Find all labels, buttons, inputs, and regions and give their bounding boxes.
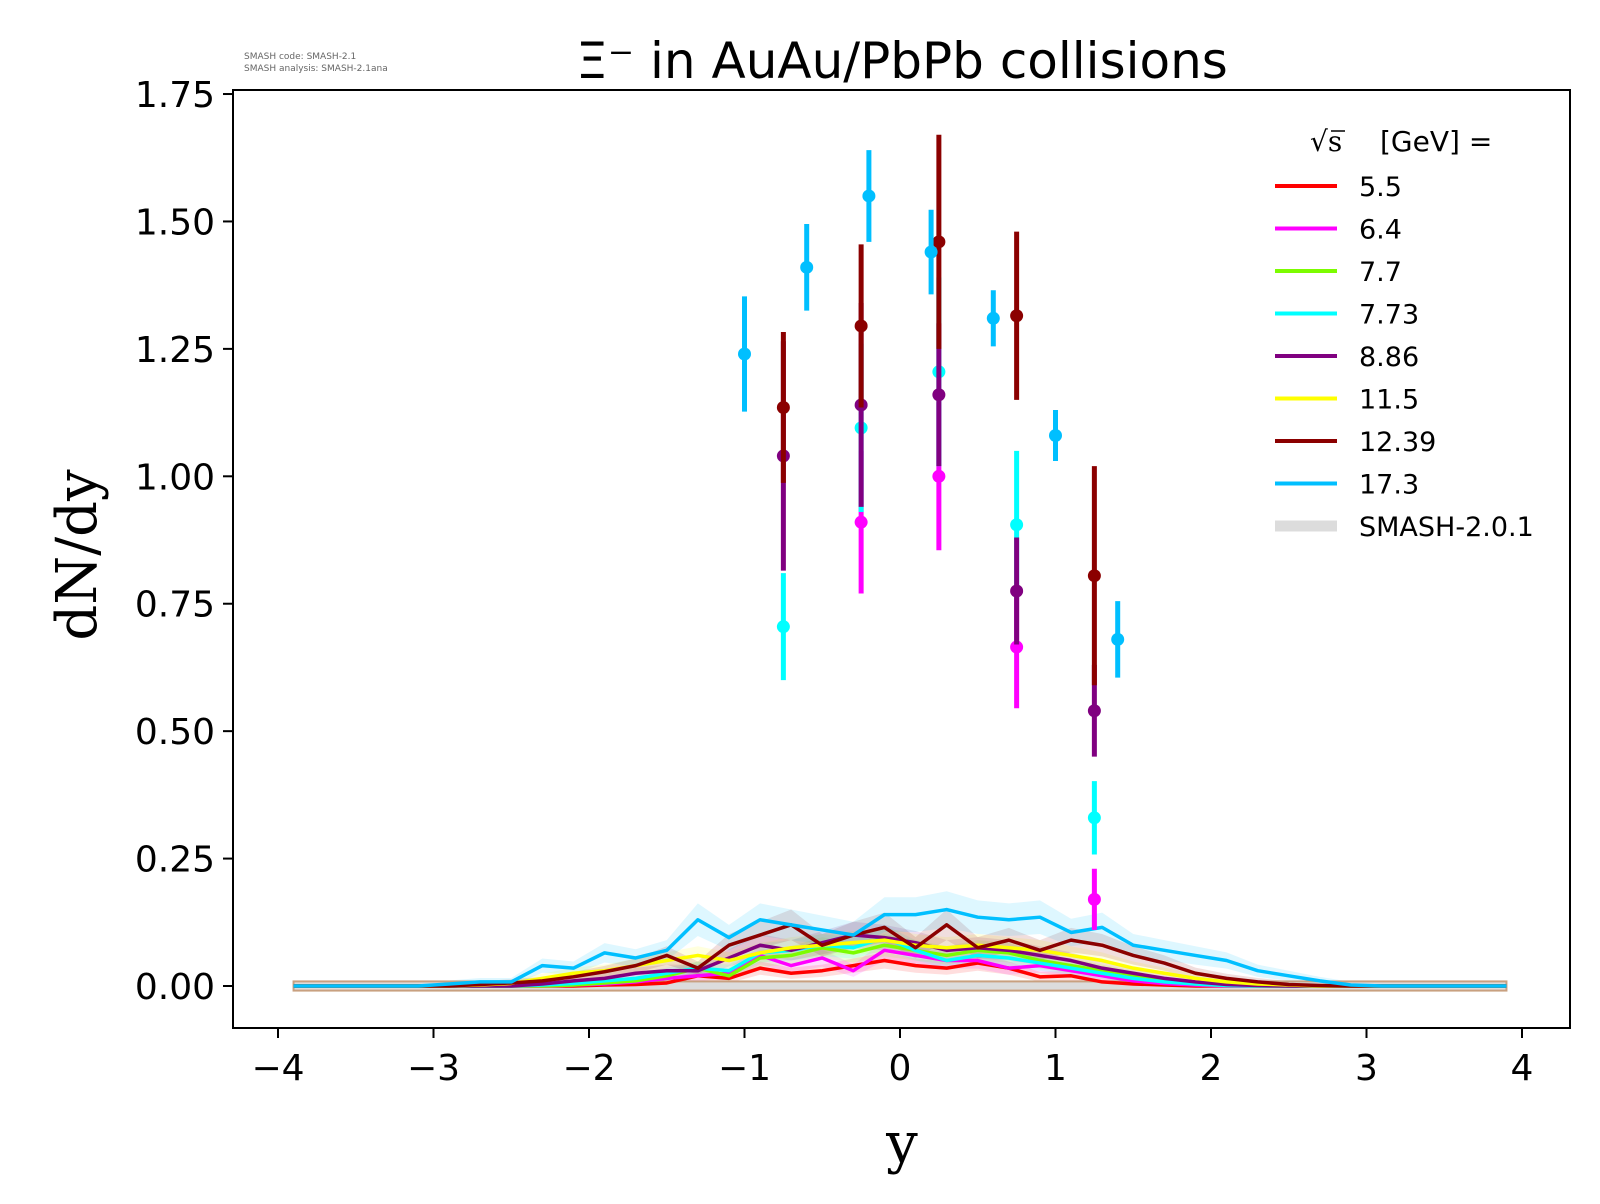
plot-frame — [232, 89, 1571, 1029]
data-point — [854, 515, 868, 529]
data-point — [1010, 518, 1024, 532]
data-point — [1087, 569, 1101, 583]
data-point — [932, 235, 946, 249]
data-point — [924, 245, 938, 259]
x-tick-label: −2 — [562, 1048, 615, 1089]
series-errorbars — [738, 134, 1125, 930]
y-axis-ticks: 0.00 0.25 0.50 0.75 1.00 1.25 1.50 1.75 — [135, 75, 233, 1008]
y-tick-label: 0.75 — [135, 585, 215, 626]
data-point — [800, 260, 814, 274]
legend-label: 7.7 — [1359, 257, 1402, 288]
legend-label-band: SMASH-2.0.1 — [1359, 512, 1534, 543]
legend-label: 5.5 — [1359, 172, 1402, 203]
x-tick-label: 0 — [889, 1048, 912, 1089]
x-tick-label: 4 — [1511, 1048, 1534, 1089]
data-point — [932, 469, 946, 483]
data-point — [1087, 892, 1101, 906]
legend-items: 5.5 6.4 7.7 7.73 8.86 11.5 12.39 17.3 SMASH-2.0.… — [1275, 172, 1534, 543]
legend-label: 11.5 — [1359, 385, 1419, 416]
y-axis-label: dN/dy — [45, 469, 110, 641]
data-point — [1087, 704, 1101, 718]
y-tick-label: 0.00 — [135, 967, 215, 1008]
data-point — [738, 347, 751, 361]
legend-title: [GeV] = — [1380, 125, 1492, 158]
data-point — [1010, 640, 1024, 654]
x-tick-label: −3 — [407, 1048, 460, 1089]
x-tick-label: −1 — [718, 1048, 771, 1089]
legend-label: 6.4 — [1359, 215, 1402, 246]
smash-band — [293, 952, 1507, 986]
y-tick-label: 1.25 — [135, 330, 215, 371]
y-tick-label: 1.00 — [135, 457, 215, 498]
legend-label: 8.86 — [1359, 342, 1419, 373]
legend: √s [GeV] = 5.5 6.4 7.7 7.73 8.86 11.5 12.39 17.… — [1275, 125, 1534, 543]
data-point — [1049, 429, 1062, 443]
version-note-analysis: SMASH analysis: SMASH-2.1ana — [244, 64, 388, 74]
legend-label: 7.73 — [1359, 300, 1419, 331]
series-line-12.39 — [293, 923, 1507, 988]
smash-band — [293, 921, 1507, 986]
y-tick-label: 0.25 — [135, 840, 215, 881]
data-point — [776, 620, 790, 634]
series-line-17.3 — [293, 907, 1507, 988]
x-axis-label: y — [885, 1111, 918, 1176]
legend-label: 12.39 — [1359, 427, 1436, 458]
chart-title: Ξ⁻ in AuAu/PbPb collisions — [576, 32, 1228, 90]
data-point — [932, 388, 946, 402]
data-point — [1087, 811, 1101, 825]
data-point — [1010, 584, 1024, 598]
data-point — [862, 189, 876, 203]
data-point — [1010, 309, 1024, 323]
series-lines — [293, 907, 1507, 988]
data-point — [986, 311, 1000, 325]
smash-band — [293, 891, 1507, 986]
y-tick-label: 1.75 — [135, 75, 215, 116]
x-tick-label: 3 — [1355, 1048, 1378, 1089]
x-tick-label: −4 — [251, 1048, 304, 1089]
version-note-code: SMASH code: SMASH-2.1 — [244, 52, 356, 62]
legend-title-prefix: √s — [1310, 125, 1342, 158]
x-axis-ticks: −4 −3 −2 −1 0 1 2 3 4 — [251, 1028, 1533, 1089]
data-point — [854, 319, 868, 333]
data-point — [776, 400, 790, 414]
x-tick-label: 2 — [1200, 1048, 1223, 1089]
y-tick-label: 1.50 — [135, 202, 215, 243]
smash-band — [293, 924, 1507, 986]
y-tick-label: 0.50 — [135, 712, 215, 753]
data-point — [1111, 632, 1125, 646]
legend-label: 17.3 — [1359, 470, 1419, 501]
x-tick-label: 1 — [1044, 1048, 1067, 1089]
legend-title-sqrt: √s — [1310, 125, 1342, 158]
